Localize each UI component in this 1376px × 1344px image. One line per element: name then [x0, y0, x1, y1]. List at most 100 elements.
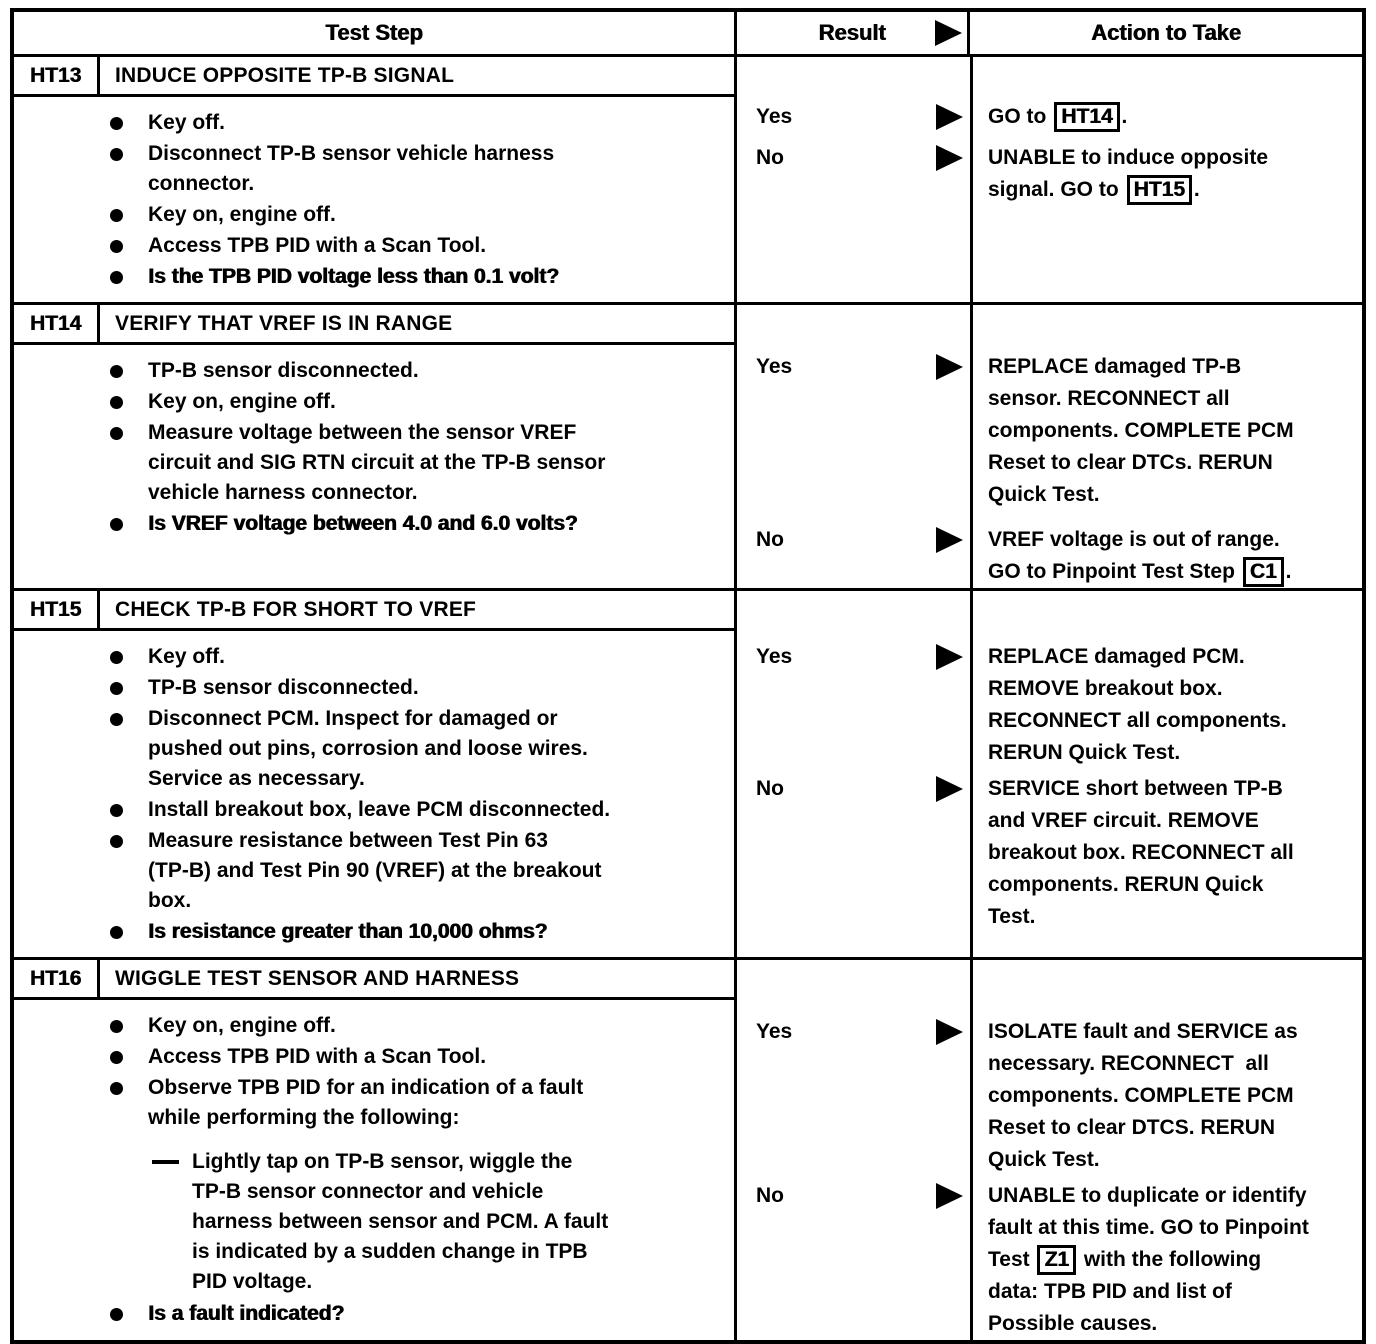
bullet-icon: [110, 713, 123, 726]
result-action-rows: Yes REPLACE damaged TP-B sensor. RECONNEC…: [737, 305, 1362, 588]
step-item-text: Key on, engine off.: [148, 390, 336, 413]
bullet-icon: [110, 682, 123, 695]
result-action-row: No UNABLE to induce opposite signal. GO t…: [737, 142, 1362, 206]
result-arrow-icon: [936, 776, 963, 802]
result-cell: No: [737, 773, 970, 804]
result-action-row: Yes REPLACE damaged TP-B sensor. RECONNEC…: [737, 351, 1362, 511]
step-header: HT13 INDUCE OPPOSITE TP-B SIGNAL: [14, 57, 734, 97]
result-arrow-icon: [936, 145, 963, 171]
step-items: Key off. Disconnect TP-B sensor vehicle h…: [14, 97, 734, 302]
step-header: HT14 VERIFY THAT VREF IS IN RANGE: [14, 305, 734, 345]
diagnostic-table: Test Step Result Action to Take HT13 IND…: [10, 8, 1366, 1344]
result-action-row: No VREF voltage is out of range. GO to Pi…: [737, 524, 1362, 588]
step-item-text: TP-B sensor disconnected.: [148, 676, 419, 699]
test-step-cell: HT14 VERIFY THAT VREF IS IN RANGE TP-B s…: [14, 305, 737, 588]
step-item: Is VREF voltage between 4.0 and 6.0 volt…: [110, 509, 724, 539]
header-action: Action to Take: [1091, 20, 1241, 45]
result-label: No: [756, 528, 784, 551]
step-items: TP-B sensor disconnected. Key on, engine …: [14, 345, 734, 549]
step-item: TP-B sensor disconnected.: [110, 356, 724, 386]
action-text: ISOLATE fault and SERVICE as necessary. …: [988, 1020, 1298, 1171]
step-item: Measure voltage between the sensor VREF …: [110, 418, 724, 508]
result-label: Yes: [756, 645, 793, 668]
step-item: Disconnect PCM. Inspect for damaged or p…: [110, 704, 724, 794]
step-item-text: Is resistance greater than 10,000 ohms?: [148, 920, 548, 943]
step-row: HT14 VERIFY THAT VREF IS IN RANGE TP-B s…: [14, 302, 1362, 588]
step-row: HT15 CHECK TP-B FOR SHORT TO VREF Key of…: [14, 588, 1362, 957]
ref-box: HT15: [1126, 175, 1192, 205]
result-label: No: [756, 146, 784, 169]
bullet-icon: [110, 804, 123, 817]
step-item: Key on, engine off.: [110, 1011, 724, 1041]
step-item-text: TP-B sensor disconnected.: [148, 359, 419, 382]
step-item-text: Access TPB PID with a Scan Tool.: [148, 1045, 487, 1068]
step-row: HT13 INDUCE OPPOSITE TP-B SIGNAL Key off…: [14, 57, 1362, 302]
result-cell: Yes: [737, 351, 970, 382]
step-item: Key off.: [110, 108, 724, 138]
step-item-text: Observe TPB PID for an indication of a f…: [148, 1076, 584, 1129]
step-item-text: Disconnect PCM. Inspect for damaged or p…: [148, 707, 588, 790]
step-item: Lightly tap on TP-B sensor, wiggle the T…: [110, 1147, 724, 1297]
result-arrow-icon: [936, 644, 963, 670]
result-label: Yes: [756, 1020, 793, 1043]
step-item-text: Key off.: [148, 111, 226, 134]
action-text: SERVICE short between TP-B and VREF circ…: [988, 777, 1294, 928]
bullet-icon: [110, 1020, 123, 1033]
result-action-row: Yes GO to HT14.: [737, 101, 1362, 133]
result-arrow-icon: [936, 1183, 963, 1209]
result-cell: Yes: [737, 641, 970, 672]
result-label: Yes: [756, 355, 793, 378]
result-cell: Yes: [737, 101, 970, 132]
action-text: UNABLE to duplicate or identify fault at…: [988, 1184, 1309, 1335]
step-id: HT14: [14, 305, 100, 342]
step-item: Is a fault indicated?: [110, 1299, 724, 1329]
step-id: HT15: [14, 591, 100, 628]
result-action-row: No UNABLE to duplicate or identify fault …: [737, 1180, 1362, 1340]
step-title: INDUCE OPPOSITE TP-B SIGNAL: [115, 64, 455, 87]
step-item: Access TPB PID with a Scan Tool.: [110, 1042, 724, 1072]
bullet-icon: [110, 117, 123, 130]
step-item: Key on, engine off.: [110, 200, 724, 230]
bullet-icon: [110, 271, 123, 284]
step-title: WIGGLE TEST SENSOR AND HARNESS: [115, 967, 520, 990]
step-item: Is the TPB PID voltage less than 0.1 vol…: [110, 262, 724, 292]
result-cell: No: [737, 1180, 970, 1211]
bullet-icon: [110, 396, 123, 409]
result-action-row: No SERVICE short between TP-B and VREF ci…: [737, 773, 1362, 933]
bullet-icon: [110, 518, 123, 531]
result-cell: Yes: [737, 1016, 970, 1047]
step-item: Access TPB PID with a Scan Tool.: [110, 231, 724, 261]
step-item: Key off.: [110, 642, 724, 672]
header-result-label: Result: [818, 20, 886, 45]
step-row: HT16 WIGGLE TEST SENSOR AND HARNESS Key …: [14, 957, 1362, 1340]
header-result: Result: [737, 12, 970, 54]
step-item-text: Key on, engine off.: [148, 1014, 336, 1037]
step-item: Measure resistance between Test Pin 63 (…: [110, 826, 724, 916]
result-arrow-icon: [935, 20, 962, 46]
result-label: Yes: [756, 105, 793, 128]
ref-box: HT14: [1054, 102, 1120, 132]
step-item-text: Measure voltage between the sensor VREF …: [148, 421, 606, 504]
step-item-text: Measure resistance between Test Pin 63 (…: [148, 829, 602, 912]
result-arrow-icon: [936, 527, 963, 553]
result-action-rows: Yes ISOLATE fault and SERVICE as necessar…: [737, 960, 1362, 1340]
action-text: UNABLE to induce opposite signal. GO to …: [970, 142, 1362, 206]
result-action-row: Yes REPLACE damaged PCM. REMOVE breakout …: [737, 641, 1362, 769]
step-item: Key on, engine off.: [110, 387, 724, 417]
step-item-text: Install breakout box, leave PCM disconne…: [148, 798, 611, 821]
bullet-icon: [110, 835, 123, 848]
bullet-icon: [110, 148, 123, 161]
bullet-icon: [110, 651, 123, 664]
step-title: CHECK TP-B FOR SHORT TO VREF: [115, 598, 477, 621]
bullet-icon: [110, 1082, 123, 1095]
step-item: Is resistance greater than 10,000 ohms?: [110, 917, 724, 947]
action-text: REPLACE damaged TP-B sensor. RECONNECT a…: [988, 355, 1294, 506]
result-arrow-icon: [936, 354, 963, 380]
result-arrow-icon: [936, 1019, 963, 1045]
result-action-rows: Yes REPLACE damaged PCM. REMOVE breakout …: [737, 591, 1362, 957]
test-step-cell: HT15 CHECK TP-B FOR SHORT TO VREF Key of…: [14, 591, 737, 957]
step-items: Key on, engine off. Access TPB PID with a…: [14, 1000, 734, 1339]
result-action-row: Yes ISOLATE fault and SERVICE as necessar…: [737, 1016, 1362, 1176]
table-header: Test Step Result Action to Take: [14, 12, 1362, 57]
bullet-icon: [110, 926, 123, 939]
